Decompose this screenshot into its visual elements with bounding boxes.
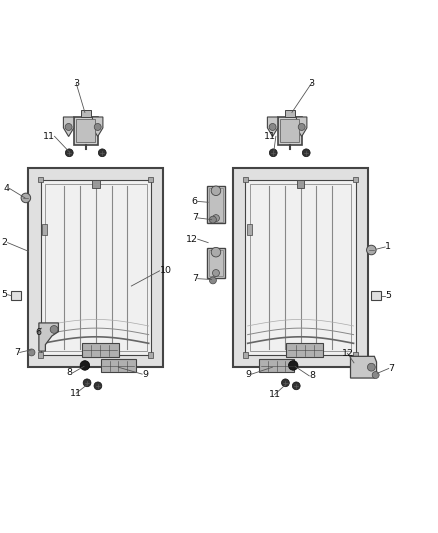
Bar xyxy=(280,119,299,142)
Text: 11: 11 xyxy=(264,132,276,141)
Bar xyxy=(278,117,302,145)
Circle shape xyxy=(209,216,216,223)
Bar xyxy=(233,167,368,367)
Bar xyxy=(207,248,225,278)
Circle shape xyxy=(94,124,101,131)
Text: 5: 5 xyxy=(385,291,391,300)
Polygon shape xyxy=(39,323,58,351)
Text: 10: 10 xyxy=(159,266,172,276)
Circle shape xyxy=(94,382,102,390)
Circle shape xyxy=(28,349,35,356)
Polygon shape xyxy=(350,357,377,378)
Circle shape xyxy=(282,379,290,387)
Text: 3: 3 xyxy=(308,79,314,88)
Circle shape xyxy=(65,149,73,157)
Text: 7: 7 xyxy=(192,213,198,222)
Circle shape xyxy=(302,149,310,157)
Bar xyxy=(81,110,91,117)
Circle shape xyxy=(292,382,300,390)
Circle shape xyxy=(212,270,219,277)
Circle shape xyxy=(83,379,91,387)
Text: 12: 12 xyxy=(342,349,353,358)
Bar xyxy=(11,291,21,301)
Circle shape xyxy=(65,124,72,131)
Bar xyxy=(250,184,351,351)
Bar xyxy=(243,177,248,182)
Polygon shape xyxy=(297,117,307,136)
Bar xyxy=(285,110,295,117)
Text: 2: 2 xyxy=(2,238,7,247)
Bar xyxy=(41,180,151,355)
Polygon shape xyxy=(92,117,103,136)
Text: 6: 6 xyxy=(35,328,41,337)
Polygon shape xyxy=(267,117,278,136)
Circle shape xyxy=(21,193,31,203)
Text: 1: 1 xyxy=(385,243,391,252)
Text: 11: 11 xyxy=(42,132,54,141)
Text: 11: 11 xyxy=(70,389,82,398)
Circle shape xyxy=(50,326,58,333)
Circle shape xyxy=(269,124,276,131)
Text: 4: 4 xyxy=(4,184,9,193)
Bar xyxy=(209,188,223,222)
Bar xyxy=(243,352,248,358)
Bar xyxy=(245,180,356,355)
Bar xyxy=(148,352,153,358)
Bar xyxy=(286,343,323,357)
Bar xyxy=(297,180,304,188)
Bar xyxy=(247,224,252,235)
Bar xyxy=(207,187,225,223)
Text: 8: 8 xyxy=(309,372,315,381)
Text: 7: 7 xyxy=(389,364,395,373)
Text: 3: 3 xyxy=(73,79,79,88)
Text: 7: 7 xyxy=(192,274,198,283)
Circle shape xyxy=(372,372,379,378)
Circle shape xyxy=(211,186,221,196)
Bar xyxy=(353,177,358,182)
Circle shape xyxy=(367,245,376,255)
Bar xyxy=(92,180,100,188)
Text: 9: 9 xyxy=(246,369,251,378)
Bar xyxy=(259,359,294,373)
Bar xyxy=(74,117,98,145)
Text: 11: 11 xyxy=(268,390,281,399)
Bar xyxy=(81,343,119,357)
Text: 6: 6 xyxy=(192,197,198,206)
Bar xyxy=(371,291,381,301)
Text: 8: 8 xyxy=(67,368,73,377)
Bar xyxy=(209,249,223,277)
Circle shape xyxy=(269,149,277,157)
Circle shape xyxy=(367,364,375,371)
Text: 9: 9 xyxy=(142,369,148,378)
Text: 12: 12 xyxy=(186,235,198,244)
Circle shape xyxy=(209,277,216,284)
Text: 5: 5 xyxy=(2,290,7,299)
Circle shape xyxy=(289,361,298,370)
Bar xyxy=(38,352,43,358)
Bar xyxy=(45,184,147,351)
Circle shape xyxy=(80,361,90,370)
Circle shape xyxy=(211,247,221,257)
Circle shape xyxy=(212,215,219,222)
Text: 7: 7 xyxy=(14,348,20,357)
Polygon shape xyxy=(64,117,74,136)
Bar xyxy=(42,224,47,235)
Bar xyxy=(28,167,163,367)
Bar xyxy=(76,119,95,142)
Circle shape xyxy=(99,149,106,157)
Circle shape xyxy=(298,124,305,131)
Bar xyxy=(101,359,136,373)
Bar xyxy=(353,352,358,358)
Bar xyxy=(148,177,153,182)
Bar xyxy=(38,177,43,182)
